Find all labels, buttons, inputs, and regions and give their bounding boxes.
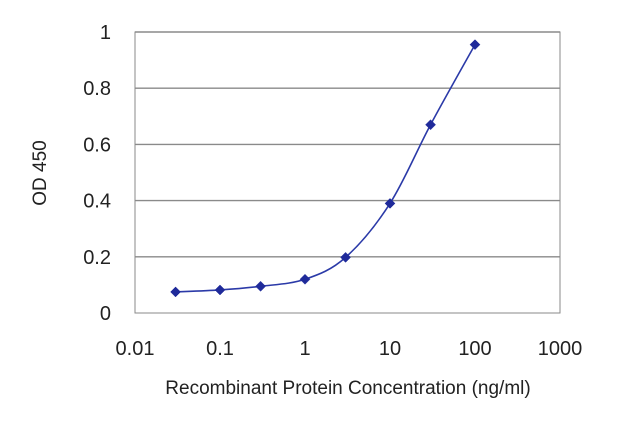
y-tick-label: 0.8 [83, 78, 111, 100]
data-point [425, 119, 436, 131]
y-tick-labels: 0 0.2 0.4 0.6 0.8 1 [83, 22, 111, 325]
data-point [340, 252, 351, 263]
grid-lines [135, 31, 560, 258]
x-tick-label: 0.01 [116, 338, 155, 360]
data-point [469, 39, 481, 50]
x-tick-label: 1 [299, 338, 310, 360]
plot-area [134, 31, 561, 314]
data-point [384, 198, 396, 209]
data-point [170, 286, 181, 298]
x-tick-labels: 0.01 0.1 1 10 100 1000 [116, 338, 583, 360]
x-tick-label: 0.1 [206, 338, 234, 360]
x-tick-label: 10 [379, 338, 401, 360]
y-tick-label: 0.2 [83, 247, 111, 269]
data-point [214, 284, 226, 296]
x-tick-label: 100 [458, 338, 491, 360]
y-tick-label: 1 [100, 22, 111, 44]
x-tick-label: 1000 [538, 338, 583, 360]
y-tick-label: 0.6 [83, 134, 111, 156]
data-point [255, 280, 266, 292]
data-points [170, 39, 481, 298]
y-tick-label: 0.4 [83, 191, 111, 213]
x-axis-title: Recombinant Protein Concentration (ng/ml… [165, 378, 530, 399]
y-tick-label: 0 [100, 303, 111, 325]
data-point [299, 273, 311, 285]
y-axis-title: OD 450 [30, 140, 51, 205]
